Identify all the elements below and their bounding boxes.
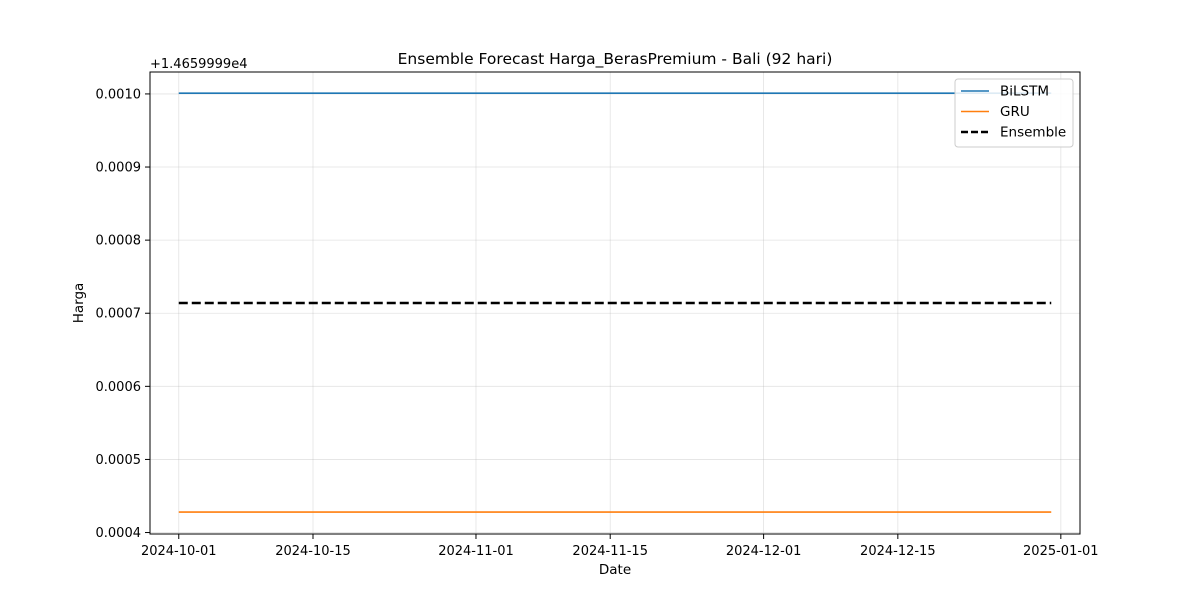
y-tick-label: 0.0004 [96,526,142,541]
y-tick-label: 0.0006 [96,380,142,395]
y-tick-label: 0.0008 [96,234,142,249]
legend: BiLSTM GRU Ensemble [954,78,1074,148]
legend-label-ensemble: Ensemble [1000,125,1066,141]
legend-label-bilstm: BiLSTM [1000,84,1049,100]
legend-label-gru: GRU [1000,104,1030,120]
y-tick-label: 0.0005 [96,453,142,468]
y-offset-label: +1.4659999e4 [150,57,247,72]
x-tick-label: 2024-11-15 [572,544,648,559]
plot-frame [149,71,1081,535]
x-axis-label: Date [599,562,631,578]
x-tick-label: 2024-12-01 [726,544,802,559]
y-axis-label: Harga [71,283,87,324]
axis-ticks: 2024-10-01 2024-10-15 2024-11-01 2024-11-15… [96,87,1099,559]
y-tick-label: 0.0007 [96,307,142,322]
x-tick-label: 2024-11-01 [438,544,514,559]
series-lines [178,92,1052,513]
x-tick-label: 2024-12-15 [860,544,936,559]
legend-box [954,78,1074,148]
y-tick-label: 0.0009 [96,161,142,176]
y-tick-label: 0.0010 [96,87,142,102]
x-tick-label: 2025-01-01 [1023,544,1099,559]
x-tick-label: 2024-10-15 [275,544,351,559]
chart-title: Ensemble Forecast Harga_BerasPremium - B… [398,50,833,69]
x-tick-label: 2024-10-01 [141,544,217,559]
